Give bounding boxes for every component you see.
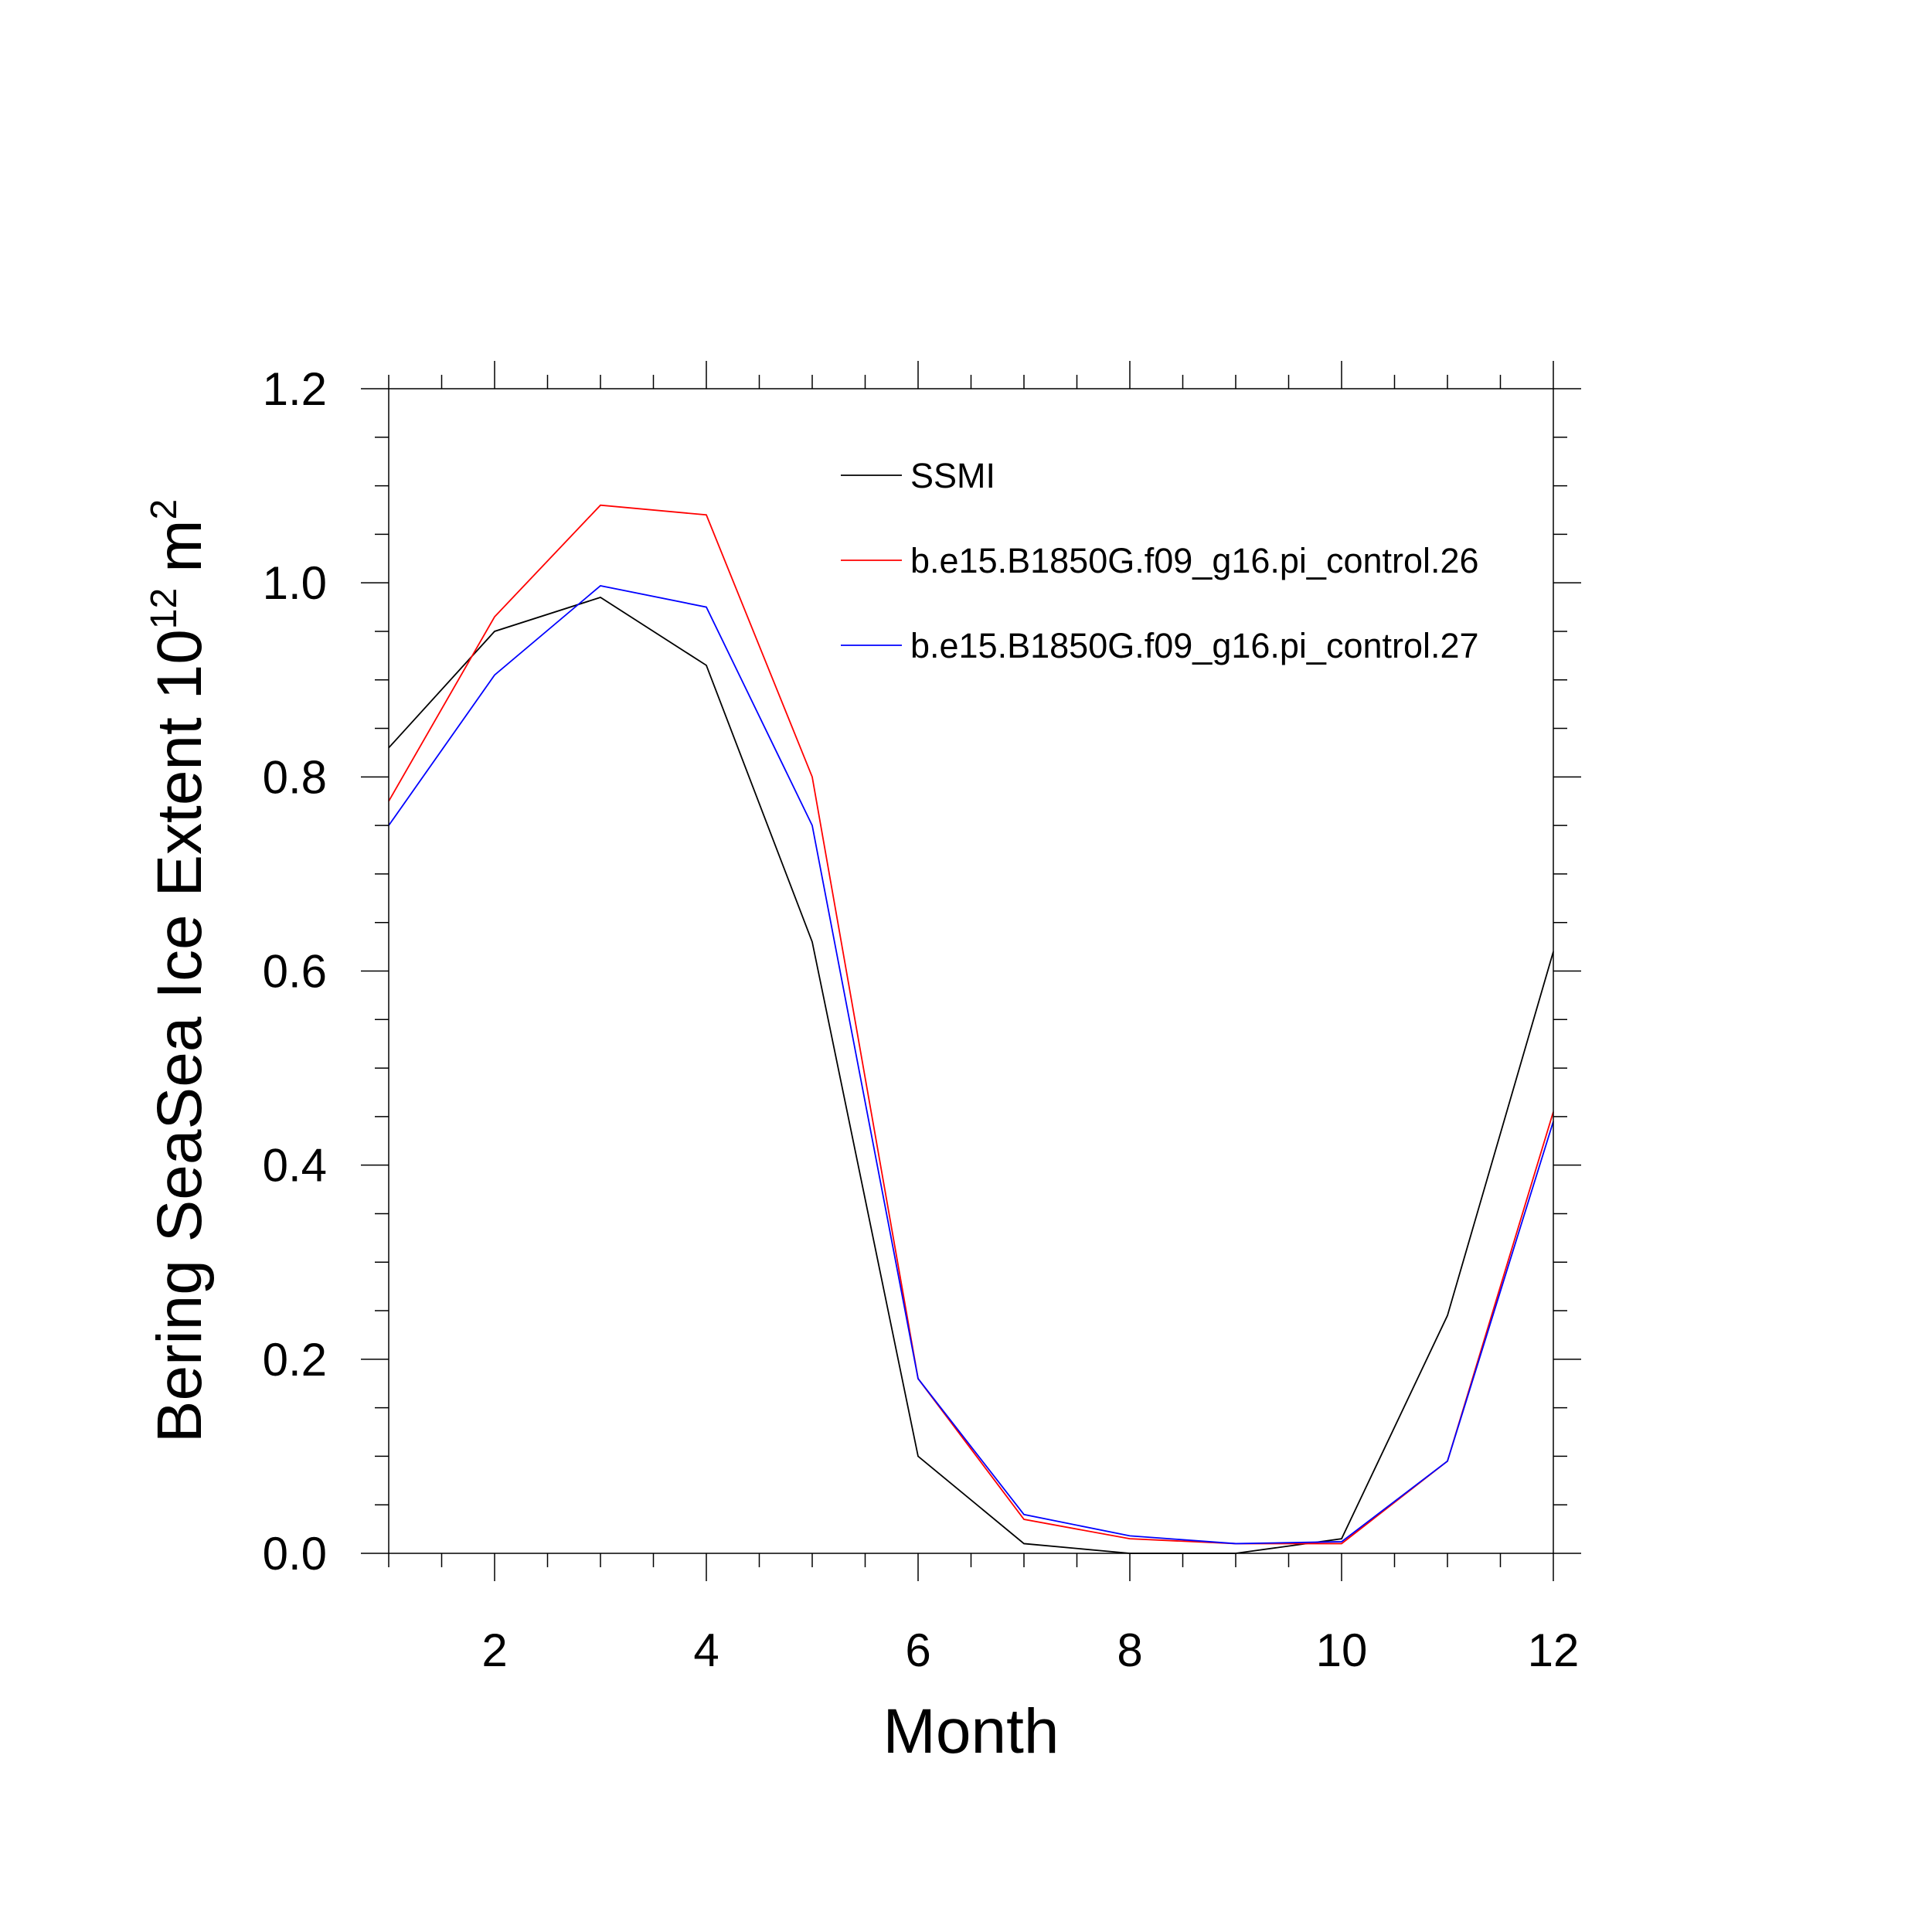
y-tick-label: 0.6 (263, 946, 327, 998)
legend: SSMI b.e15.B1850G.f09_g16.pi_control.26 b.… (841, 456, 1479, 665)
y-tick-label: 1.0 (263, 557, 327, 609)
x-axis-title: Month (883, 1696, 1060, 1767)
y-tick-label: 0.0 (263, 1528, 327, 1580)
y-tick-label: 0.8 (263, 751, 327, 803)
y-tick-label: 0.2 (263, 1334, 327, 1386)
y-axis-title-unit: m (145, 519, 215, 572)
tick-labels: 2 4 6 8 10 12 0.0 0.2 0.4 0.6 0.8 1.0 1.2 (263, 363, 1580, 1676)
ticks (361, 361, 1581, 1581)
y-tick-label: 0.4 (263, 1140, 327, 1192)
x-tick-label: 12 (1528, 1624, 1580, 1676)
series-line-1 (388, 597, 1554, 1554)
y-axis-title: Bering SeaSea Ice Extent 1012 m2 (144, 499, 215, 1443)
x-tick-label: 10 (1316, 1624, 1368, 1676)
legend-label-1: SSMI (910, 456, 995, 495)
plot-frame (388, 388, 1554, 1554)
legend-label-3: b.e15.B1850G.f09_g16.pi_control.27 (910, 626, 1479, 665)
x-tick-label: 2 (481, 1624, 507, 1676)
x-tick-label: 4 (693, 1624, 719, 1676)
y-axis-title-unit-exponent: 2 (144, 499, 185, 520)
y-tick-label: 1.2 (263, 363, 327, 415)
series-line-2 (388, 504, 1554, 1545)
legend-label-2: b.e15.B1850G.f09_g16.pi_control.26 (910, 541, 1479, 580)
x-tick-label: 8 (1117, 1624, 1142, 1676)
series-lines (388, 504, 1554, 1554)
y-axis-title-main: Bering SeaSea Ice Extent 10 (145, 629, 215, 1443)
y-axis-title-exponent: 12 (144, 588, 185, 629)
x-tick-label: 6 (905, 1624, 930, 1676)
series-line-3 (388, 584, 1554, 1545)
